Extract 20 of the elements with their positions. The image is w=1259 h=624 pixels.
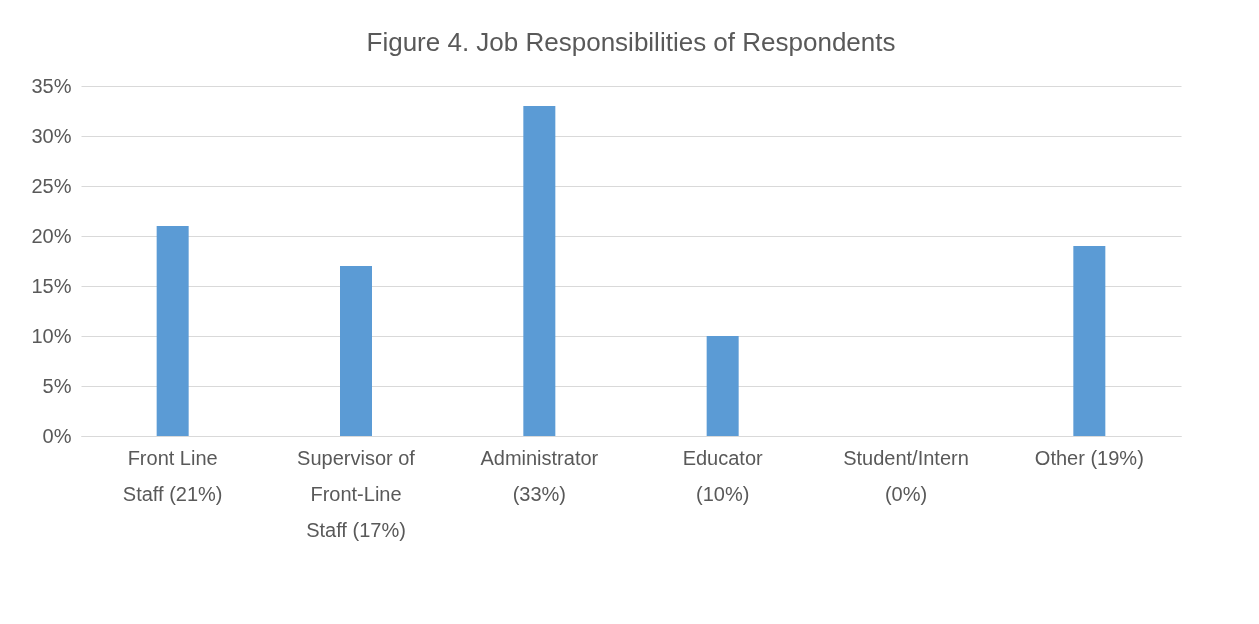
bar bbox=[156, 226, 189, 436]
x-tick-label: Administrator (33%) bbox=[480, 446, 599, 505]
y-tick-label: 30% bbox=[31, 124, 72, 147]
y-tick-label: 5% bbox=[42, 374, 72, 397]
x-tick-label: Other (19%) bbox=[1034, 446, 1144, 469]
bar bbox=[706, 336, 739, 436]
chart-title: Figure 4. Job Responsibilities of Respondents bbox=[366, 27, 896, 57]
bar bbox=[1073, 246, 1106, 436]
bar bbox=[340, 266, 372, 436]
y-tick-label: 0% bbox=[42, 424, 72, 447]
y-tick-label: 20% bbox=[31, 224, 72, 247]
x-tick-label: Front Line Staff (21%) bbox=[122, 446, 223, 505]
y-tick-label: 10% bbox=[31, 324, 72, 347]
x-tick-label: Student/Intern (0%) bbox=[843, 446, 969, 505]
y-tick-label: 35% bbox=[31, 74, 72, 97]
bar bbox=[523, 106, 556, 436]
y-tick-label: 15% bbox=[31, 274, 72, 297]
y-tick-label: 25% bbox=[31, 174, 72, 197]
x-tick-label: Supervisor of Front-Line Staff (17%) bbox=[297, 446, 416, 541]
x-tick-label: Educator (10%) bbox=[682, 446, 764, 505]
